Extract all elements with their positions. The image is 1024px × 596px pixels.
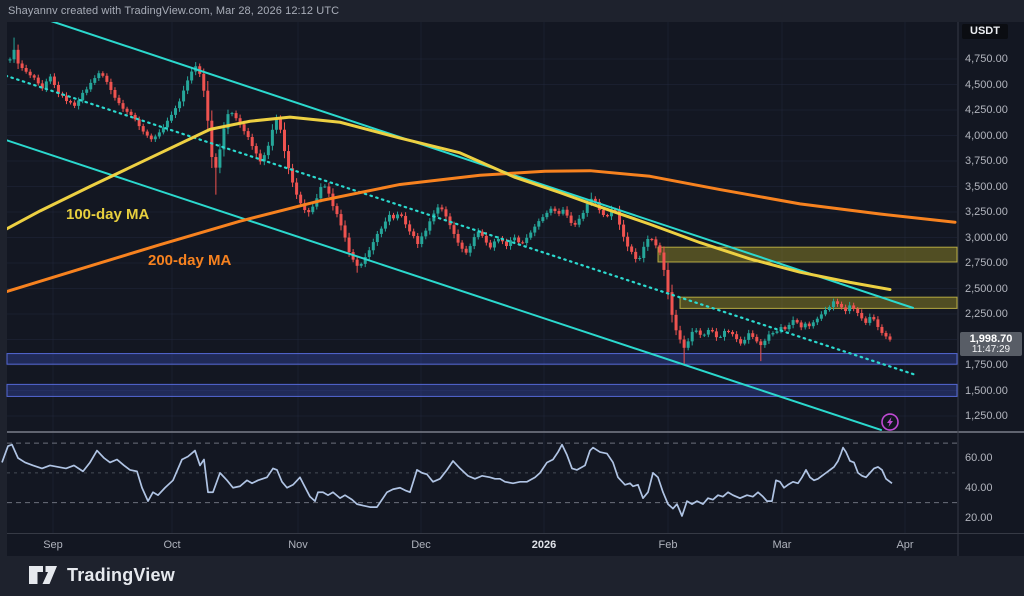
bar-close-countdown: 11:47:29 bbox=[971, 344, 1011, 355]
resistance-zone-upper[interactable] bbox=[657, 246, 958, 263]
last-price-value: 1,998.70 bbox=[969, 333, 1013, 345]
rsi-line bbox=[1, 443, 893, 517]
rsi-label-40: 40.00 bbox=[965, 481, 993, 494]
rsi-label-20: 20.00 bbox=[965, 511, 993, 524]
ma200-line bbox=[7, 169, 957, 294]
price-label-1750: 1,750.00 bbox=[965, 359, 1008, 371]
descending-channel[interactable] bbox=[0, 20, 917, 431]
ma200-label: 200-day MA bbox=[148, 252, 232, 269]
time-label-Dec: Dec bbox=[411, 539, 431, 551]
price-label-4000: 4,000.00 bbox=[965, 129, 1008, 142]
support-zone-upper[interactable] bbox=[6, 353, 958, 365]
channel-middle-trendline[interactable] bbox=[0, 74, 917, 376]
ma100-line bbox=[7, 115, 892, 292]
tradingview-logo-text: TradingView bbox=[67, 564, 175, 585]
time-label-Sep: Sep bbox=[43, 539, 63, 551]
price-label-2500: 2,500.00 bbox=[965, 282, 1008, 295]
resistance-zone-lower[interactable] bbox=[679, 296, 958, 309]
time-label-Mar: Mar bbox=[772, 539, 792, 551]
rsi-pane bbox=[1, 442, 957, 517]
price-label-4250: 4,250.00 bbox=[965, 104, 1008, 116]
price-label-2250: 2,250.00 bbox=[965, 308, 1008, 320]
price-label-4750: 4,750.00 bbox=[965, 53, 1008, 65]
attribution-text: Shayannv created with TradingView.com, M… bbox=[8, 5, 340, 17]
ma100-label: 100-day MA bbox=[66, 206, 150, 223]
channel-upper-trendline[interactable] bbox=[47, 20, 914, 309]
rsi-label-60: 60.00 bbox=[965, 452, 993, 464]
time-label-Oct: Oct bbox=[163, 539, 181, 551]
price-label-1250: 1,250.00 bbox=[965, 410, 1008, 422]
price-label-3750: 3,750.00 bbox=[965, 155, 1008, 167]
price-label-3500: 3,500.00 bbox=[965, 180, 1008, 193]
time-label-Apr: Apr bbox=[896, 539, 914, 551]
quote-currency-badge: USDT bbox=[962, 24, 1008, 39]
support-zone-lower[interactable] bbox=[6, 383, 958, 397]
support-resistance-zones bbox=[6, 246, 958, 397]
channel-lower-trendline[interactable] bbox=[0, 138, 882, 431]
tradingview-logo[interactable]: TradingView bbox=[28, 563, 175, 587]
last-price-badge: 1,998.70 11:47:29 bbox=[960, 332, 1022, 356]
time-label-Nov: Nov bbox=[288, 539, 308, 551]
price-label-2750: 2,750.00 bbox=[965, 257, 1008, 269]
price-label-1500: 1,500.00 bbox=[965, 384, 1008, 397]
grid-lines bbox=[7, 22, 957, 533]
time-label-Feb: Feb bbox=[658, 539, 678, 551]
price-label-3250: 3,250.00 bbox=[965, 206, 1008, 218]
lightning-marker[interactable] bbox=[881, 413, 899, 431]
price-label-4500: 4,500.00 bbox=[965, 78, 1008, 91]
time-label-2026: 2026 bbox=[531, 539, 557, 551]
price-label-3000: 3,000.00 bbox=[965, 231, 1008, 244]
tradingview-logo-mark bbox=[29, 566, 57, 584]
